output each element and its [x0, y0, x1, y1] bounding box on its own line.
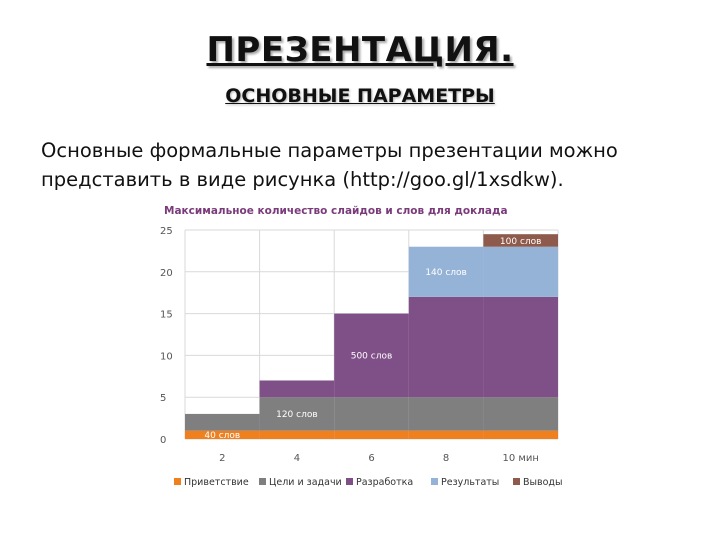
bar-segment: [259, 380, 335, 398]
legend-swatch: [431, 478, 438, 485]
legend-swatch: [513, 478, 520, 485]
data-label: 120 слов: [276, 410, 318, 420]
bar-segment: [408, 430, 484, 439]
bar-segment: [334, 430, 409, 439]
x-tick-label: 6: [368, 453, 374, 464]
legend-label: Разработка: [356, 477, 413, 488]
data-label: 40 слов: [204, 431, 240, 441]
y-tick-label: 10: [160, 351, 173, 362]
x-tick-label: 4: [294, 453, 300, 464]
bar-segment: [185, 413, 260, 431]
legend-label: Результаты: [441, 477, 499, 488]
legend-label: Цели и задачи: [269, 477, 342, 488]
y-tick-label: 20: [160, 268, 173, 279]
data-label: 100 слов: [500, 237, 542, 247]
bar-segment: [334, 313, 409, 398]
x-tick-label: 8: [443, 453, 449, 464]
bar-segment: [185, 430, 260, 439]
x-tick-label: 2: [219, 453, 225, 464]
slide-title: ПРЕЗЕНТАЦИЯ.: [206, 30, 514, 70]
chart-title: Максимальное количество слайдов и слов д…: [164, 205, 508, 217]
bar-segment: [259, 397, 335, 431]
bar-segment: [483, 296, 558, 398]
y-tick-label: 25: [160, 226, 173, 237]
legend-swatch: [346, 478, 353, 485]
stacked-bar-chart: Максимальное количество слайдов и слов д…: [146, 196, 572, 502]
legend-label: Выводы: [523, 477, 563, 488]
y-tick-label: 0: [160, 435, 166, 446]
bar-segment: [259, 430, 335, 439]
bar-segment: [483, 234, 558, 247]
bar-segment: [334, 397, 409, 431]
legend-swatch: [174, 478, 181, 485]
bar-segment: [483, 397, 558, 431]
y-tick-label: 5: [160, 393, 166, 404]
y-tick-label: 15: [160, 310, 173, 321]
bar-segment: [483, 430, 558, 439]
bar-segment: [408, 246, 484, 297]
slide-body-text: Основные формальные параметры презентаци…: [41, 139, 618, 191]
bar-segment: [483, 246, 558, 297]
data-label: 500 слов: [351, 351, 393, 361]
x-tick-label: 10 мин: [502, 453, 538, 464]
bar-segment: [408, 397, 484, 431]
slide-subtitle: ОСНОВНЫЕ ПАРАМЕТРЫ: [225, 85, 495, 107]
data-label: 140 слов: [425, 268, 467, 278]
legend-swatch: [259, 478, 266, 485]
bar-segment: [408, 296, 484, 398]
legend-label: Приветствие: [184, 477, 249, 488]
